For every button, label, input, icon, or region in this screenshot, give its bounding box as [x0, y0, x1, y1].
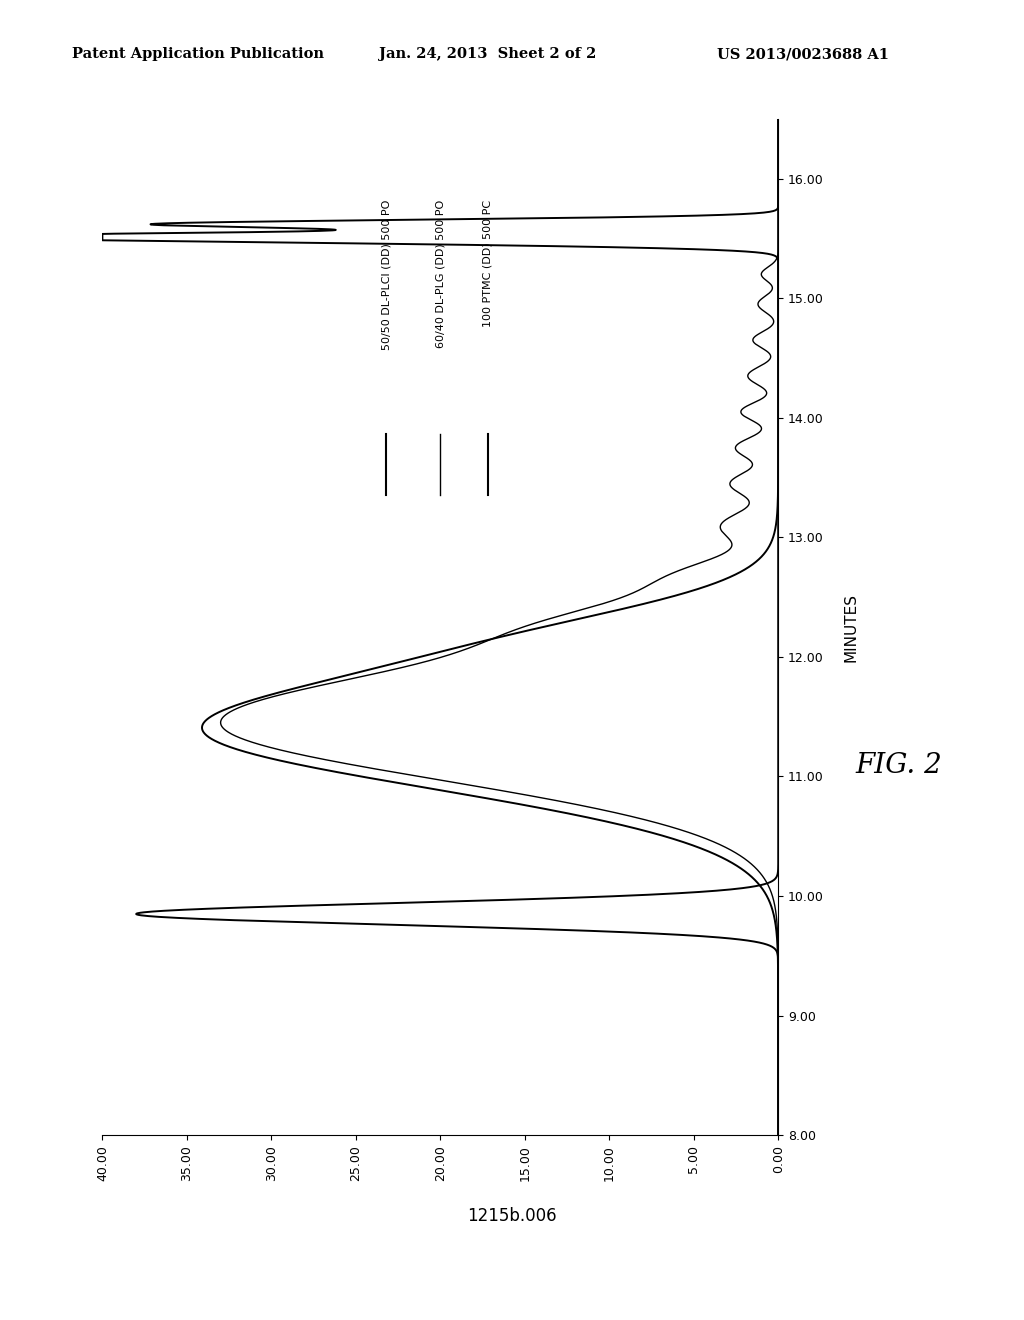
Text: 60/40 DL-PLG (DD) 500 PO: 60/40 DL-PLG (DD) 500 PO [435, 201, 445, 348]
Y-axis label: MINUTES: MINUTES [844, 593, 858, 661]
Text: Jan. 24, 2013  Sheet 2 of 2: Jan. 24, 2013 Sheet 2 of 2 [379, 48, 596, 61]
Text: Patent Application Publication: Patent Application Publication [72, 48, 324, 61]
Text: 100 PTMC (DD) 500 PC: 100 PTMC (DD) 500 PC [482, 201, 493, 327]
Text: 1215b.006: 1215b.006 [467, 1206, 557, 1225]
Text: 50/50 DL-PLCl (DD) 500 PO: 50/50 DL-PLCl (DD) 500 PO [381, 201, 391, 351]
Text: FIG. 2: FIG. 2 [855, 752, 942, 779]
Text: US 2013/0023688 A1: US 2013/0023688 A1 [717, 48, 889, 61]
